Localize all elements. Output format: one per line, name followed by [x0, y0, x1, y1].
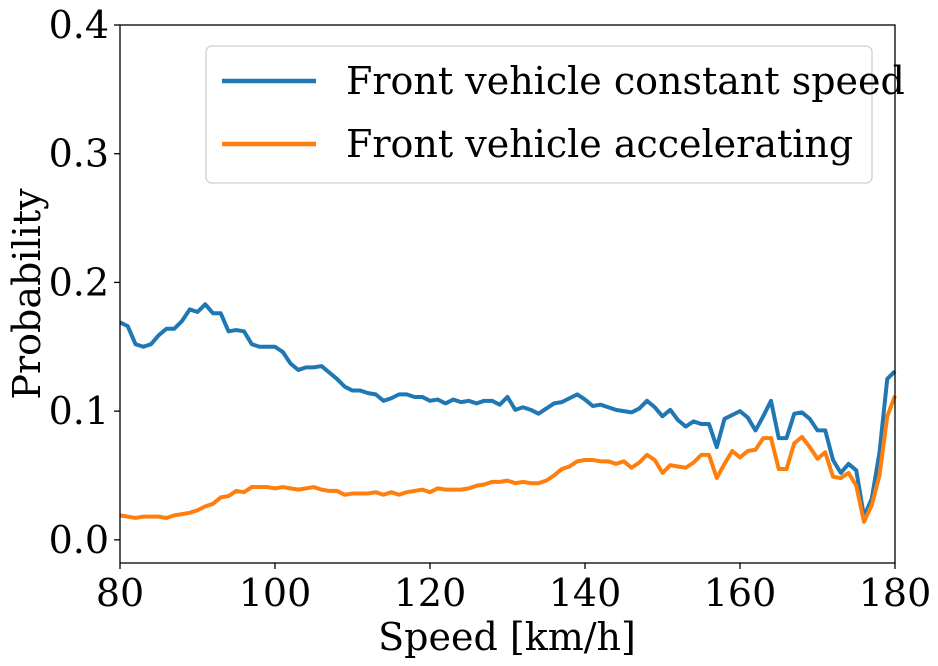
plot-lines [119, 302, 897, 524]
x-tick-label-120: 120 [394, 571, 467, 615]
y-tick-label-0-0: 0.0 [49, 518, 109, 562]
legend-box [205, 45, 873, 184]
x-axis-label: Speed [km/h] [378, 615, 636, 659]
y-tick-label-0-4: 0.4 [49, 3, 109, 47]
x-tick-label-180: 180 [859, 571, 932, 615]
legend-label-front-vehicle-accelerating: Front vehicle accelerating [346, 122, 853, 166]
x-tick-label-160: 160 [704, 571, 777, 615]
ticks: 80 100 120 140 160 180 0.0 0.1 0.2 0.3 0.4 [49, 3, 932, 615]
y-tick-label-0-2: 0.2 [49, 260, 109, 304]
x-tick-label-100: 100 [239, 571, 312, 615]
legend: Front vehicle constant speed Front vehic… [205, 45, 905, 184]
plot-frame [119, 24, 896, 564]
y-tick-label-0-1: 0.1 [49, 389, 109, 433]
x-tick-label-140: 140 [549, 571, 622, 615]
series-line-front-vehicle-accelerating [119, 394, 897, 524]
x-tick-label-80: 80 [96, 571, 144, 615]
y-axis-label: Probability [5, 188, 49, 400]
y-tick-label-0-3: 0.3 [49, 132, 109, 176]
legend-label-front-vehicle-constant-speed: Front vehicle constant speed [346, 59, 905, 103]
series-line-front-vehicle-constant-speed [119, 302, 897, 519]
